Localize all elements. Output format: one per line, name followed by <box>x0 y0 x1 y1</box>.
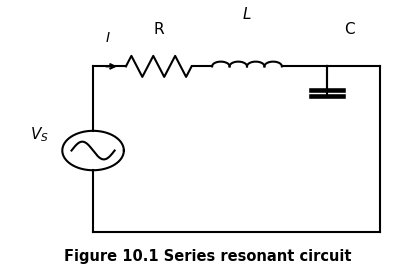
Text: I: I <box>105 31 109 45</box>
Text: Figure 10.1 Series resonant circuit: Figure 10.1 Series resonant circuit <box>64 249 352 264</box>
Text: L: L <box>243 7 251 22</box>
Text: $V_S$: $V_S$ <box>30 125 49 144</box>
Text: C: C <box>344 22 355 37</box>
Text: R: R <box>154 22 164 37</box>
